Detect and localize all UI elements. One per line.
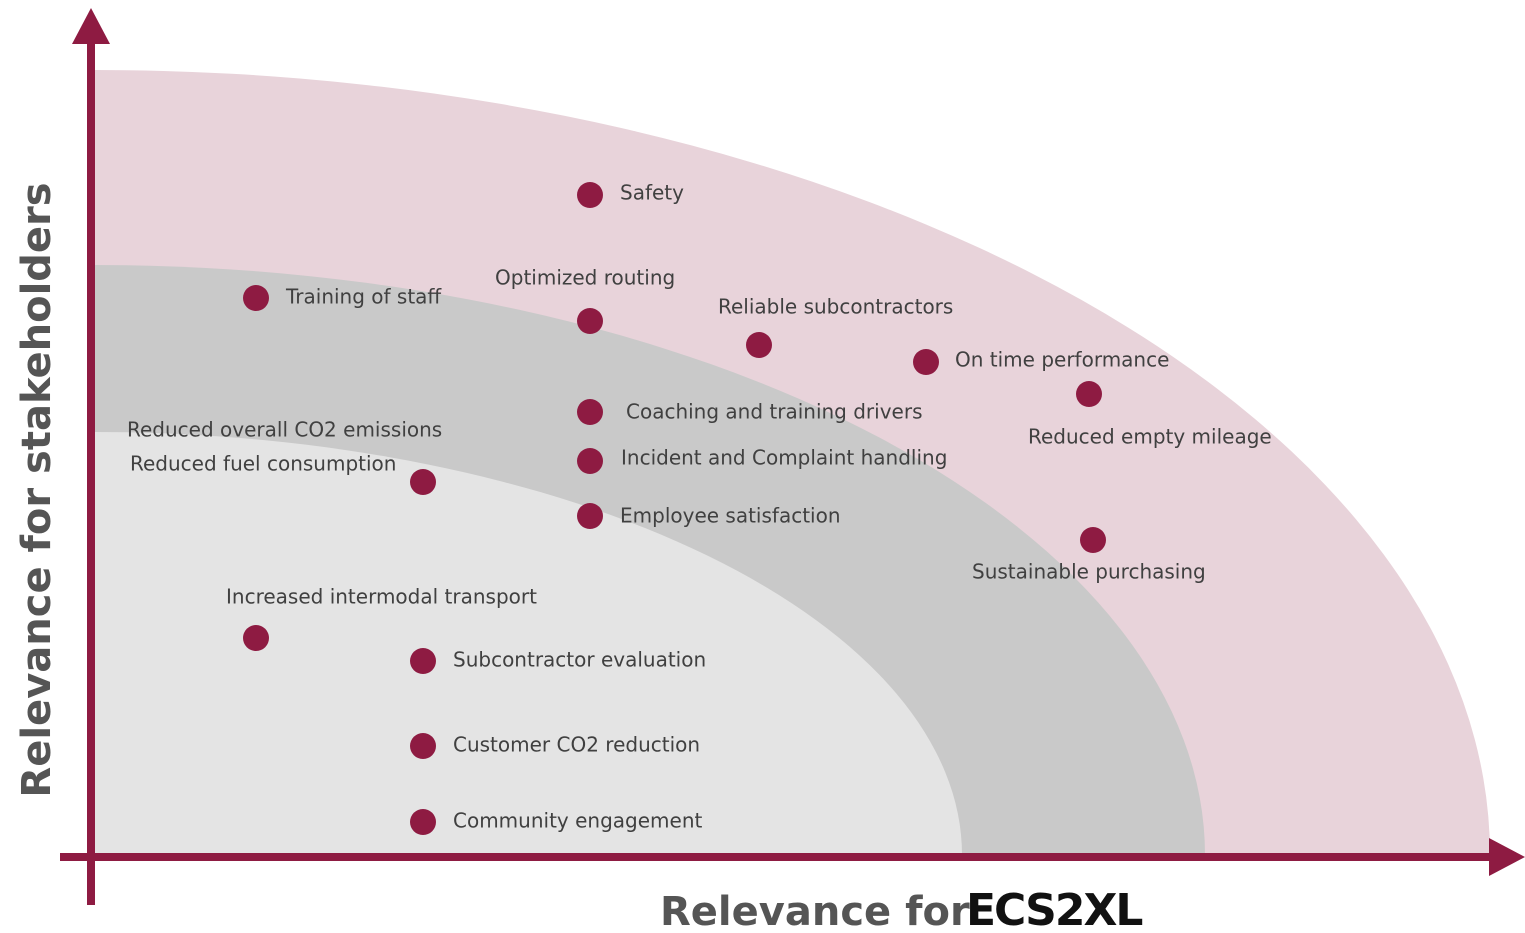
item-label: Incident and Complaint handling — [621, 446, 947, 470]
dot — [410, 648, 436, 674]
dot — [577, 448, 603, 474]
dot — [243, 625, 269, 651]
item-label: Safety — [620, 181, 684, 205]
inner-zone — [95, 432, 962, 855]
item-label: Training of staff — [285, 285, 442, 309]
item-label: Sustainable purchasing — [972, 560, 1206, 584]
dot — [577, 399, 603, 425]
dot — [577, 308, 603, 334]
dot — [410, 469, 436, 495]
dot — [410, 733, 436, 759]
dot — [243, 285, 269, 311]
dot — [577, 503, 603, 529]
x-axis-label: Relevance for — [660, 889, 970, 933]
item-label: Subcontractor evaluation — [453, 648, 706, 672]
item-label: Optimized routing — [495, 266, 675, 290]
item-label: Coaching and training drivers — [626, 400, 923, 424]
y-axis-label: Relevance for stakeholders — [14, 182, 60, 797]
logo: ECS2XL — [966, 885, 1142, 933]
y-axis-arrow — [72, 8, 110, 44]
item-label: Community engagement — [453, 809, 703, 833]
item-label: Reliable subcontractors — [718, 295, 953, 319]
dot — [1076, 381, 1102, 407]
item-label: Reduced overall CO2 emissions — [127, 418, 442, 442]
dot — [913, 349, 939, 375]
item-label: Reduced fuel consumption — [130, 452, 396, 476]
dot — [746, 332, 772, 358]
item-label: Employee satisfaction — [620, 504, 841, 528]
dot — [577, 182, 603, 208]
item-label: On time performance — [955, 348, 1169, 372]
x-axis-arrow — [1489, 838, 1525, 876]
item-label: Customer CO2 reduction — [453, 733, 700, 757]
item-label: Reduced empty mileage — [1028, 425, 1272, 449]
items: Safety Training of staff Optimized routi… — [127, 181, 1272, 835]
dot — [410, 809, 436, 835]
dot — [1080, 527, 1106, 553]
item-label: Increased intermodal transport — [226, 585, 537, 609]
